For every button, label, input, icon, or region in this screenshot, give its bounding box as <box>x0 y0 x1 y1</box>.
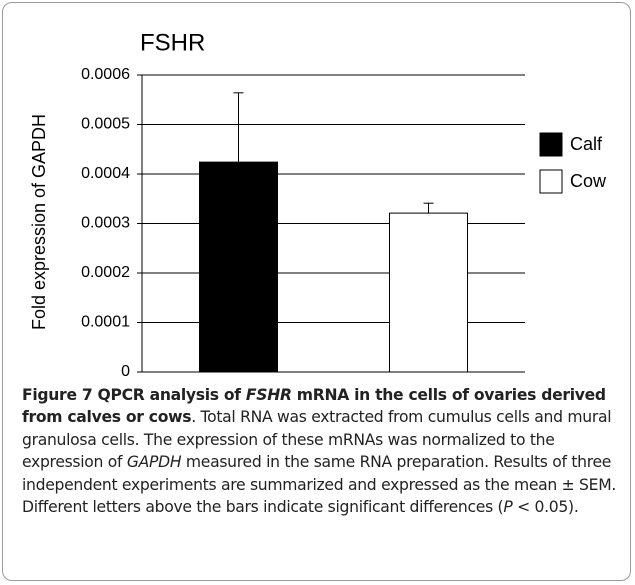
y-tick-label: 0.0001 <box>81 314 130 331</box>
caption-text: FSHR <box>245 386 292 404</box>
caption-text: < 0.05). <box>512 498 579 517</box>
legend-label: Cow <box>570 171 607 191</box>
legend-swatch <box>539 132 563 157</box>
bar <box>389 212 468 373</box>
caption-text: mRNA in the cells of ovaries derived fro… <box>22 386 606 427</box>
y-tick-label: 0 <box>121 363 130 380</box>
caption-text: P <box>503 498 513 517</box>
caption-text: . Total RNA was extracted from cumulus c… <box>22 408 612 472</box>
caption-text: Figure 7 QPCR analysis of <box>22 386 246 404</box>
y-tick-label: 0.0005 <box>81 116 130 133</box>
y-tick-label: 0.0002 <box>81 264 130 281</box>
caption-text: GAPDH <box>126 453 182 472</box>
caption: Figure 7 QPCR analysis of FSHR mRNA in t… <box>22 384 618 518</box>
chart-title: FSHR <box>140 29 205 56</box>
y-tick-label: 0.0003 <box>81 215 130 232</box>
legend-label: Calf <box>570 134 603 154</box>
caption-text: measured in the same RNA preparation. Re… <box>22 453 617 517</box>
legend-swatch <box>539 169 563 194</box>
y-axis-label: Fold expression of GAPDH <box>29 114 49 330</box>
y-tick-label: 0.0006 <box>81 66 130 83</box>
y-tick-label: 0.0004 <box>81 165 130 182</box>
bar <box>199 161 278 373</box>
chart: FSHR Fold expression of GAPDH 0 0.0001 0.0… <box>29 29 607 380</box>
